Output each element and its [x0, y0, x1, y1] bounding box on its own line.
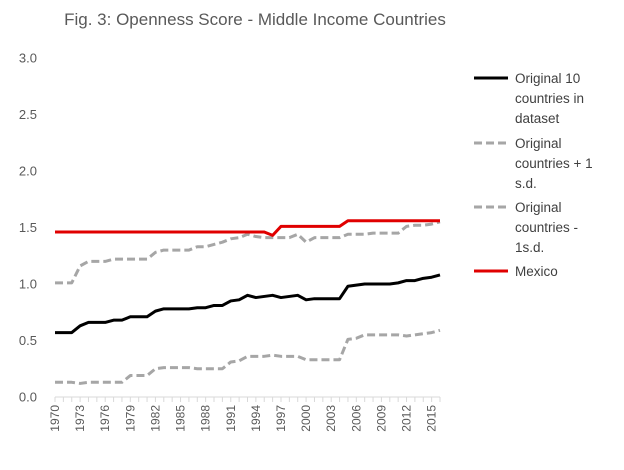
x-tick-label: 1976 [98, 405, 112, 432]
x-tick-label: 1994 [249, 405, 263, 432]
legend-label-2: Original [515, 136, 562, 151]
x-tick-label: 1970 [48, 405, 62, 432]
y-axis-tick-labels: 0.0 0.5 1.0 1.5 2.0 2.5 3.0 [19, 51, 37, 405]
x-tick-label: 2000 [299, 405, 313, 432]
series-line-2 [55, 220, 441, 285]
legend-label-2: s.d. [515, 176, 537, 191]
legend-label-4: Mexico [515, 264, 558, 279]
x-tick-label: 1973 [73, 405, 87, 432]
x-tick-label: 2012 [400, 405, 414, 432]
y-tick-label: 1.5 [19, 220, 37, 235]
x-tick-label: 1985 [174, 405, 188, 432]
x-tick-label: 1982 [148, 405, 162, 432]
x-tick-label: 1997 [274, 405, 288, 432]
legend: Original 10 countries in dataset Original co… [474, 71, 593, 279]
legend-label-3: countries - [515, 220, 578, 235]
y-tick-label: 0.5 [19, 333, 37, 348]
x-tick-label: 1988 [199, 405, 213, 432]
y-tick-label: 3.0 [19, 51, 37, 66]
x-tick-label: 2003 [324, 405, 338, 432]
x-tick-label: 1979 [123, 405, 137, 432]
legend-label-1: countries in [515, 91, 584, 106]
x-tick-label: 2009 [374, 405, 388, 432]
legend-label-3: Original [515, 200, 562, 215]
y-tick-label: 0.0 [19, 390, 37, 405]
series-line-1 [55, 273, 441, 335]
legend-label-3: 1s.d. [515, 240, 544, 255]
x-tick-label: 1991 [224, 405, 238, 432]
plot-area [55, 219, 441, 385]
y-tick-label: 2.0 [19, 164, 37, 179]
series-line-4 [55, 219, 440, 237]
y-tick-label: 1.0 [19, 277, 37, 292]
series-line-3 [55, 328, 441, 385]
legend-label-1: dataset [515, 111, 560, 126]
y-tick-label: 2.5 [19, 107, 37, 122]
x-tick-label: 2006 [349, 405, 363, 432]
legend-label-2: countries + 1 [515, 156, 593, 171]
x-axis: 1970 1973 1976 1979 1982 1985 1988 1991 1994 1997… [48, 396, 441, 432]
legend-label-1: Original 10 [515, 71, 580, 86]
x-tick-label: 2015 [425, 405, 439, 432]
chart-title: Fig. 3: Openness Score - Middle Income C… [64, 10, 446, 29]
